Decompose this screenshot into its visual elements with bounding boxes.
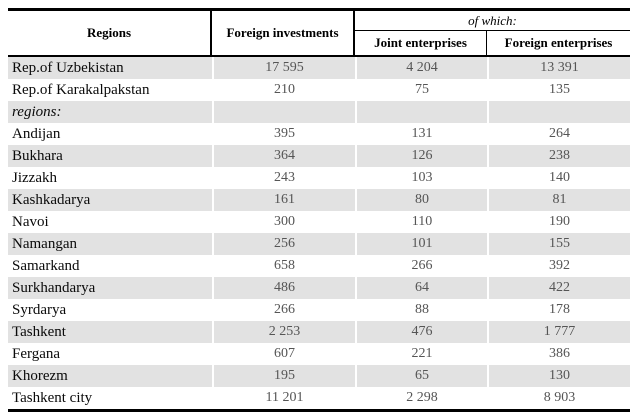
joint-enterprises-cell: 88 <box>355 299 487 321</box>
table-row: Jizzakh 243 103 140 <box>8 167 630 189</box>
region-cell: Jizzakh <box>12 170 57 186</box>
joint-enterprises-cell: 103 <box>355 167 487 189</box>
foreign-investments-cell: 210 <box>212 79 355 101</box>
region-cell: Tashkent city <box>12 390 93 406</box>
table-header: Regions Foreign investments of which: Jo… <box>8 8 630 57</box>
region-cell: Khorezm <box>8 365 212 387</box>
region-cell: Kashkadarya <box>8 189 212 211</box>
foreign-investments-cell: 364 <box>212 145 355 167</box>
joint-enterprises-cell: 110 <box>355 211 487 233</box>
table-row: Fergana 607 221 386 <box>8 343 630 365</box>
foreign-investments-cell: 607 <box>212 343 355 365</box>
region-cell: Surkhandarya <box>8 277 212 299</box>
foreign-enterprises-cell: 155 <box>487 233 630 255</box>
table-row-regions-label: regions: <box>8 101 630 123</box>
table-row: Samarkand 658 266 392 <box>8 255 630 277</box>
region-cell: Samarkand <box>12 258 80 274</box>
joint-enterprises-cell: 4 204 <box>355 57 487 79</box>
foreign-investments-cell: 256 <box>212 233 355 255</box>
foreign-enterprises-cell: 386 <box>487 343 630 365</box>
foreign-enterprises-cell: 130 <box>487 365 630 387</box>
table-row: Kashkadarya 161 80 81 <box>8 189 630 211</box>
table-row: Tashkent city 11 201 2 298 8 903 <box>8 387 630 409</box>
region-cell: Syrdarya <box>12 302 67 318</box>
table-row: Rep.of Karakalpakstan 210 75 135 <box>8 79 630 101</box>
foreign-investments-cell: 11 201 <box>212 387 355 409</box>
foreign-enterprises-cell: 135 <box>487 79 630 101</box>
foreign-investments-cell: 2 253 <box>212 321 355 343</box>
foreign-investments-cell: 395 <box>212 123 355 145</box>
table-body: Rep.of Uzbekistan 17 595 4 204 13 391 Re… <box>8 57 630 412</box>
header-foreign-enterprises: Foreign enterprises <box>504 35 613 50</box>
region-cell: Rep.of Karakalpakstan <box>12 82 150 98</box>
joint-enterprises-cell: 131 <box>355 123 487 145</box>
foreign-enterprises-cell: 422 <box>487 277 630 299</box>
foreign-investments-cell: 300 <box>212 211 355 233</box>
header-joint-enterprises: Joint enterprises <box>355 31 487 55</box>
header-foreign-investments: Foreign investments <box>212 11 355 55</box>
joint-enterprises-cell: 101 <box>355 233 487 255</box>
table-row: Rep.of Uzbekistan 17 595 4 204 13 391 <box>8 57 630 79</box>
foreign-enterprises-cell: 1 777 <box>487 321 630 343</box>
foreign-enterprises-cell: 178 <box>487 299 630 321</box>
foreign-investments-cell: 161 <box>212 189 355 211</box>
joint-enterprises-cell: 65 <box>355 365 487 387</box>
region-cell: regions: <box>8 101 212 123</box>
table-row: Tashkent 2 253 476 1 777 <box>8 321 630 343</box>
foreign-investments-cell: 486 <box>212 277 355 299</box>
joint-enterprises-cell: 64 <box>355 277 487 299</box>
foreign-investments-cell: 17 595 <box>212 57 355 79</box>
foreign-enterprises-cell <box>487 101 630 123</box>
foreign-investments-cell <box>212 101 355 123</box>
region-cell: Bukhara <box>8 145 212 167</box>
foreign-investments-cell: 266 <box>212 299 355 321</box>
table-row: Bukhara 364 126 238 <box>8 145 630 167</box>
region-cell: Andijan <box>12 126 61 142</box>
foreign-enterprises-cell: 238 <box>487 145 630 167</box>
table-row: Andijan 395 131 264 <box>8 123 630 145</box>
region-cell: Tashkent <box>8 321 212 343</box>
foreign-enterprises-cell: 264 <box>487 123 630 145</box>
joint-enterprises-cell: 266 <box>355 255 487 277</box>
foreign-enterprises-cell: 190 <box>487 211 630 233</box>
foreign-enterprises-cell: 13 391 <box>487 57 630 79</box>
foreign-investments-cell: 658 <box>212 255 355 277</box>
investments-table: Regions Foreign investments of which: Jo… <box>8 8 630 412</box>
region-cell: Rep.of Uzbekistan <box>8 57 212 79</box>
joint-enterprises-cell: 80 <box>355 189 487 211</box>
header-of-which-group: of which: Joint enterprises Foreign ente… <box>355 11 630 55</box>
joint-enterprises-cell: 75 <box>355 79 487 101</box>
foreign-enterprises-cell: 81 <box>487 189 630 211</box>
region-cell: Fergana <box>12 346 61 362</box>
joint-enterprises-cell <box>355 101 487 123</box>
foreign-enterprises-cell: 140 <box>487 167 630 189</box>
joint-enterprises-cell: 221 <box>355 343 487 365</box>
table-row: Syrdarya 266 88 178 <box>8 299 630 321</box>
header-of-which: of which: <box>355 11 630 31</box>
header-subrow: Joint enterprises Foreign enterprises <box>355 31 630 55</box>
header-regions: Regions <box>8 11 212 55</box>
foreign-enterprises-cell: 392 <box>487 255 630 277</box>
foreign-enterprises-cell: 8 903 <box>487 387 630 409</box>
region-cell: Namangan <box>8 233 212 255</box>
foreign-investments-cell: 195 <box>212 365 355 387</box>
foreign-investments-cell: 243 <box>212 167 355 189</box>
table-row: Surkhandarya 486 64 422 <box>8 277 630 299</box>
region-cell: Navoi <box>12 214 49 230</box>
table-row: Navoi 300 110 190 <box>8 211 630 233</box>
joint-enterprises-cell: 476 <box>355 321 487 343</box>
table-row: Namangan 256 101 155 <box>8 233 630 255</box>
joint-enterprises-cell: 2 298 <box>355 387 487 409</box>
table-row: Khorezm 195 65 130 <box>8 365 630 387</box>
joint-enterprises-cell: 126 <box>355 145 487 167</box>
